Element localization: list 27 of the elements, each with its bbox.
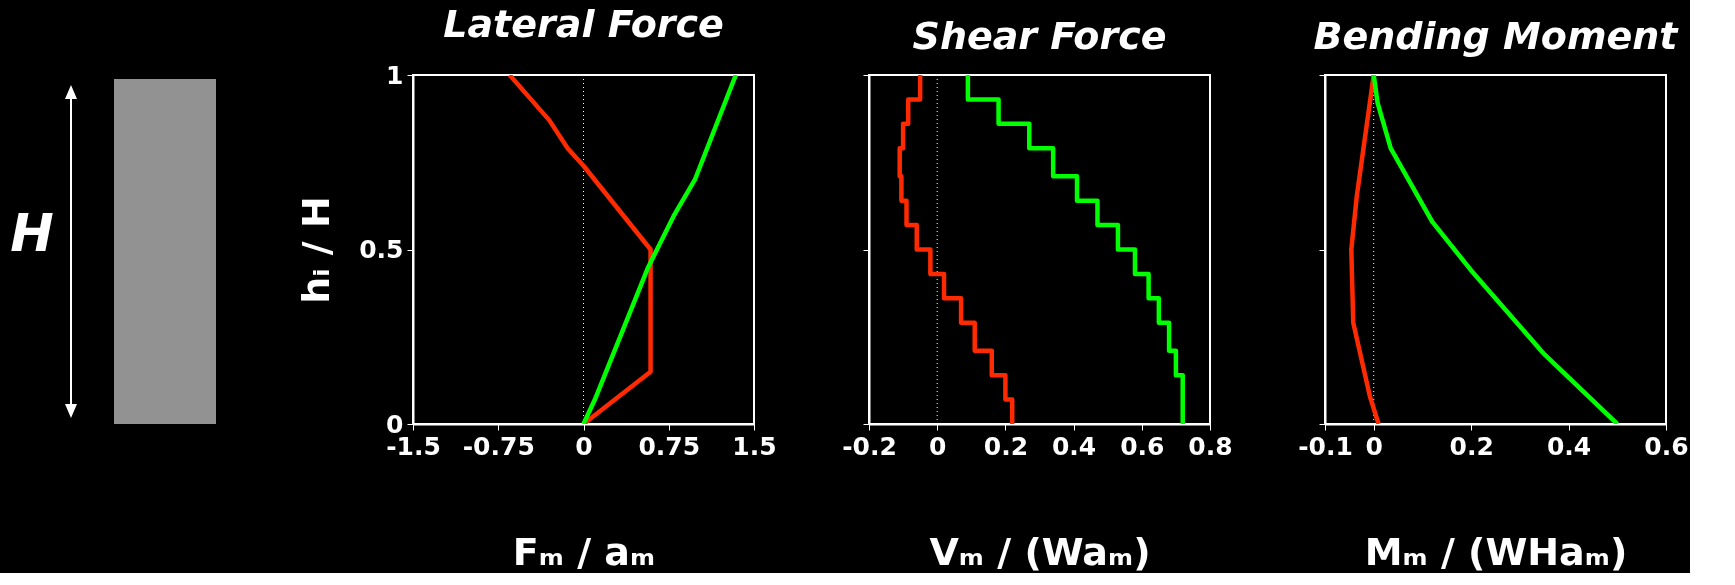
- line-series: [581, 75, 739, 424]
- line-series: [507, 75, 653, 424]
- x-tick-label: 0: [575, 431, 593, 461]
- x-tick-label: 0.75: [638, 431, 701, 461]
- x-axis-title: Mₘ / (WHaₘ): [1364, 529, 1628, 574]
- x-tick-label: 1.5: [732, 431, 777, 461]
- y-tick-label: 0.5: [359, 235, 404, 264]
- y-axis-title: hᵢ / H: [294, 196, 339, 304]
- x-tick-label: -0.1: [1298, 431, 1353, 461]
- x-tick-label: 0.8: [1188, 431, 1233, 461]
- x-tick-label: 0.2: [1449, 431, 1494, 461]
- x-tick-label: 0: [1365, 431, 1383, 461]
- text: H: [10, 203, 54, 263]
- chart-title: Shear Force: [912, 13, 1167, 58]
- x-tick-label: 0.4: [1051, 431, 1097, 461]
- x-axis-title: Fₘ / aₘ: [512, 529, 656, 574]
- x-tick-label: -0.2: [842, 431, 897, 461]
- x-axis-title: Vₘ / (Waₘ): [929, 529, 1151, 574]
- y-tick-label: 1: [386, 60, 404, 90]
- chart-title: Lateral Force: [443, 2, 724, 46]
- x-tick-label: 0: [929, 431, 947, 461]
- x-tick-label: 0.6: [1644, 431, 1689, 461]
- x-tick-label: 0.4: [1546, 431, 1592, 461]
- chart-title: Bending Moment: [1313, 13, 1680, 58]
- x-tick-label: -0.75: [462, 431, 535, 461]
- x-tick-label: 0.6: [1120, 431, 1165, 461]
- x-tick-label: 0.2: [983, 431, 1029, 461]
